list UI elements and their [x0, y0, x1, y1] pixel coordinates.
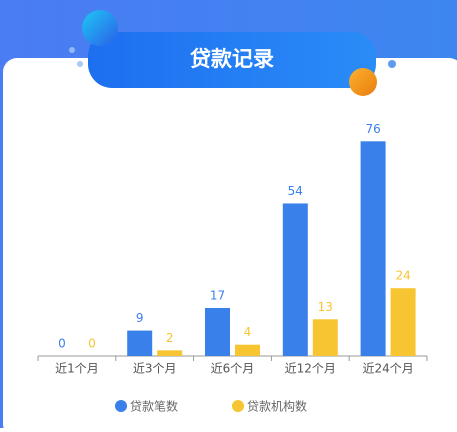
value-label: 0 [58, 337, 66, 351]
bar [360, 141, 386, 356]
value-label: 17 [210, 288, 225, 302]
value-label: 9 [136, 311, 144, 325]
value-label: 76 [365, 122, 380, 136]
bar [205, 307, 230, 356]
legend-swatch [232, 400, 244, 412]
x-tick-label: 近6个月 [211, 362, 255, 376]
legend-label: 贷款机构数 [247, 399, 307, 414]
bar [235, 344, 260, 356]
bar [312, 319, 338, 356]
decor [349, 68, 377, 96]
value-label: 0 [88, 337, 96, 351]
value-label: 13 [318, 300, 333, 314]
decor [77, 61, 83, 67]
decor [69, 47, 75, 53]
x-tick-label: 近12个月 [285, 362, 336, 376]
bar [390, 288, 416, 356]
value-label: 24 [395, 269, 410, 283]
chart-title: 贷款记录 [190, 47, 274, 71]
decor [388, 60, 396, 68]
bar [127, 330, 153, 356]
decor [82, 10, 118, 46]
x-tick-label: 近24个月 [362, 362, 413, 376]
legend-swatch [115, 400, 127, 412]
legend-label: 贷款笔数 [130, 399, 178, 414]
title-pill [88, 32, 376, 88]
card [3, 58, 457, 432]
value-label: 4 [244, 325, 252, 339]
x-tick-label: 近1个月 [55, 362, 99, 376]
bar [282, 203, 308, 356]
bar [157, 350, 183, 356]
x-tick-label: 近3个月 [133, 362, 177, 376]
value-label: 54 [288, 184, 303, 198]
value-label: 2 [166, 331, 174, 345]
